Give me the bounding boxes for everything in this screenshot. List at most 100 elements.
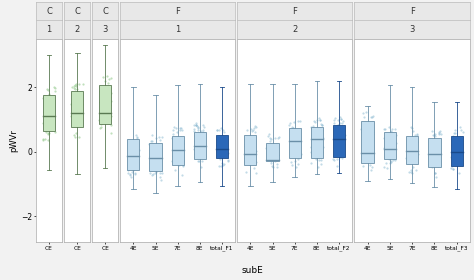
Point [218,134,226,138]
Point [297,119,304,123]
Point [387,159,395,164]
Point [336,121,344,125]
Point [364,158,372,162]
Point [316,136,323,140]
Point [107,123,115,127]
Point [133,136,140,141]
Point [454,144,461,149]
Point [157,178,164,182]
Point [50,85,58,89]
Point [107,91,115,95]
Bar [149,143,162,171]
Point [49,124,57,128]
Point [267,139,274,143]
Point [193,144,201,149]
Text: F: F [292,7,297,16]
Point [179,164,187,169]
Point [264,134,272,139]
Point [246,162,253,166]
Bar [244,135,256,165]
Text: 3: 3 [102,25,108,34]
Point [71,117,78,122]
Point [339,135,346,140]
Point [381,127,389,131]
Point [199,128,207,132]
Point [338,134,346,139]
Point [70,123,78,128]
Point [191,138,199,143]
Point [126,173,134,177]
Point [288,159,295,164]
Point [456,158,464,162]
Point [271,136,279,140]
Point [286,121,293,126]
Point [197,128,205,133]
Point [213,137,220,141]
Point [174,137,182,142]
Point [195,128,202,132]
Point [69,101,76,106]
Point [288,163,296,167]
Point [152,170,159,174]
Point [68,102,75,106]
Point [455,155,462,160]
Point [361,139,368,143]
Point [178,172,185,177]
Point [173,125,180,130]
Point [107,75,115,80]
Point [194,124,202,129]
Point [294,119,302,123]
Point [428,143,436,148]
Point [331,148,339,152]
Point [157,157,164,162]
Point [388,131,396,135]
Point [149,167,157,171]
Point [131,164,138,168]
Point [127,172,134,177]
Point [192,123,200,128]
Point [73,98,80,102]
Text: C: C [74,7,80,16]
Point [155,135,163,139]
Point [336,114,344,119]
Point [178,150,186,155]
Text: subE: subE [242,266,264,275]
Point [288,147,295,152]
Point [242,170,250,174]
Point [291,159,298,164]
Point [147,139,155,143]
Point [131,160,138,165]
Point [107,131,114,136]
Point [430,163,438,167]
Point [449,134,456,138]
Point [147,158,155,162]
Point [405,145,413,150]
Point [385,140,393,144]
Point [381,136,388,140]
Point [331,116,339,121]
Point [146,153,154,158]
Point [358,130,366,134]
Point [338,121,346,125]
Point [173,143,181,148]
Point [263,146,270,151]
Point [249,149,256,153]
Point [178,125,185,130]
Point [103,87,111,91]
Point [338,156,346,160]
Point [409,165,416,169]
Point [270,165,277,169]
Point [431,171,438,175]
Point [458,135,465,140]
Point [265,144,273,149]
Point [288,133,296,137]
Point [107,118,114,122]
Point [246,143,254,148]
Point [251,165,258,170]
Point [310,118,318,123]
Point [386,161,393,165]
Point [220,130,228,134]
Point [430,137,438,141]
Point [455,149,463,153]
Point [267,159,274,164]
